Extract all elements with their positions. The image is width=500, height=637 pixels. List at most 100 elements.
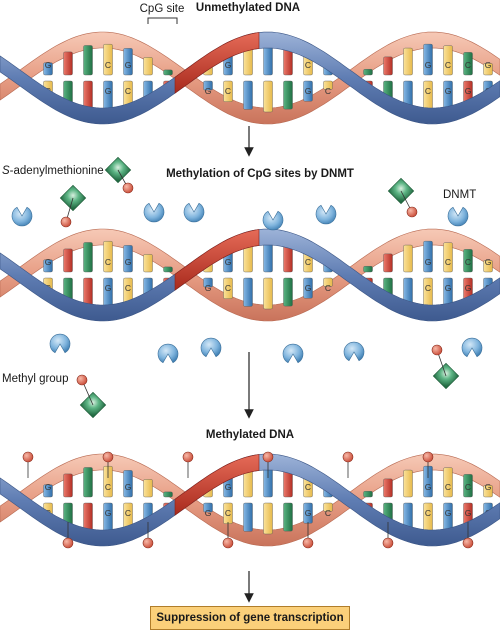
- base-bottom: [203, 502, 213, 513]
- methyl-group-icon: [122, 182, 134, 194]
- base-letter-bottom: G: [105, 508, 112, 518]
- base-bottom: [283, 277, 293, 307]
- panel-title-unmethylated: Unmethylated DNA: [196, 2, 300, 14]
- dna-helix: GCCGGCCGGCCGGCGCCGCGGC: [0, 31, 500, 125]
- base-bottom: [223, 277, 233, 299]
- sam-label: S-adenylmethionine: [2, 165, 104, 177]
- base-bottom: [243, 80, 253, 110]
- base-top: [463, 52, 473, 76]
- methyl-group-icon: [262, 451, 274, 463]
- dna-helix: GCCGGCCGGCCGGCGCCGCGGC: [0, 451, 500, 549]
- base-top: [63, 51, 73, 76]
- base-letter-top: C: [305, 60, 311, 70]
- base-top: [403, 469, 413, 498]
- base-letter-bottom: C: [125, 283, 131, 293]
- base-letter-bottom: C: [225, 508, 231, 518]
- methyl-group-icon: [142, 537, 154, 549]
- base-top: [83, 467, 93, 498]
- dna-helices: G C C G G C C G G C C G G C G C C G C G G C G C C G G C C G G C C G G C G C C G…: [0, 31, 500, 549]
- base-letter-bottom: G: [105, 283, 112, 293]
- base-top: [123, 48, 133, 76]
- base-letter-top: C: [445, 60, 451, 70]
- base-top: [463, 474, 473, 498]
- backbone-strand-blue: [0, 453, 500, 547]
- methyl-group-icon: [342, 451, 354, 463]
- base-letter-top: C: [465, 257, 471, 267]
- base-letter-top: C: [105, 482, 111, 492]
- base-top: [463, 249, 473, 273]
- base-top: [163, 69, 173, 76]
- base-top: [163, 491, 173, 498]
- base-top: [403, 47, 413, 76]
- base-top: [443, 467, 453, 498]
- base-bottom: [323, 502, 333, 512]
- base-letter-top: G: [225, 60, 232, 70]
- base-letter-top: C: [105, 257, 111, 267]
- dnmt-enzyme-icon: [11, 206, 33, 227]
- dnmt-enzyme-icon: [282, 343, 304, 364]
- base-letter-top: C: [445, 482, 451, 492]
- base-letter-top: C: [465, 60, 471, 70]
- base-letter-top: G: [225, 482, 232, 492]
- dnmt-enzyme-icon: [143, 202, 165, 223]
- backbone-strand-red-segment: [174, 32, 260, 94]
- dnmt-enzyme-icon: [200, 337, 222, 358]
- base-letter-bottom: G: [445, 283, 452, 293]
- base-top: [123, 245, 133, 273]
- sam-molecule-icon: [104, 156, 134, 194]
- dnmt-enzyme-icon: [461, 337, 483, 358]
- cpg-site-label: CpG site: [140, 3, 185, 15]
- dnmt-enzyme-icon: [262, 210, 284, 231]
- base-letter-bottom: C: [125, 86, 131, 96]
- base-bottom: [243, 502, 253, 532]
- base-letter-bottom: C: [225, 86, 231, 96]
- base-letter-bottom: C: [125, 508, 131, 518]
- base-letter-bottom: G: [305, 86, 312, 96]
- base-letter-bottom: G: [305, 508, 312, 518]
- base-letter-top: G: [125, 257, 132, 267]
- base-top: [143, 479, 153, 498]
- panel-title-methylation: Methylation of CpG sites by DNMT: [166, 168, 354, 180]
- methyl-group-icon: [222, 537, 234, 549]
- methyl-group-icon: [406, 206, 418, 218]
- base-letter-top: C: [105, 60, 111, 70]
- dna-helix: GCCGGCCGGCCGGCGCCGCGGC: [0, 228, 500, 322]
- base-bottom: [203, 80, 213, 91]
- base-letter-bottom: G: [205, 283, 212, 293]
- sam-molecule-icon: [59, 184, 87, 228]
- result-box: Suppression of gene transcription: [150, 606, 350, 630]
- base-letter-top: G: [485, 482, 492, 492]
- base-top: [403, 244, 413, 273]
- backbone-strand-red-segment: [174, 454, 260, 516]
- base-top: [263, 43, 273, 76]
- sam-molecule-icon: [431, 344, 460, 390]
- base-letter-bottom: G: [465, 283, 472, 293]
- base-top: [443, 45, 453, 76]
- base-top: [383, 478, 393, 498]
- base-top: [63, 473, 73, 498]
- base-letter-top: G: [45, 257, 52, 267]
- base-letter-top: G: [425, 482, 432, 492]
- methyl-group-icon: [182, 451, 194, 463]
- base-letter-top: G: [485, 257, 492, 267]
- backbone-strand-red-segment: [174, 229, 260, 291]
- base-letter-bottom: C: [325, 283, 331, 293]
- dnmt-enzyme-icon: [447, 206, 469, 227]
- base-letter-bottom: G: [105, 86, 112, 96]
- methyl-group-icon: [102, 451, 114, 463]
- molecules-layer: [11, 156, 483, 419]
- methyl-group-icon: [422, 451, 434, 463]
- base-bottom: [283, 502, 293, 532]
- sam-label-prefix: S: [2, 165, 10, 177]
- base-bottom: [263, 80, 273, 113]
- base-top: [83, 242, 93, 273]
- base-top: [443, 242, 453, 273]
- dnmt-enzyme-icon: [315, 204, 337, 225]
- backbone-strand-blue: [0, 31, 500, 125]
- base-top: [483, 485, 493, 498]
- dnmt-enzyme-icon: [343, 341, 365, 362]
- methyl-group-icon: [60, 216, 72, 228]
- base-letter-bottom: G: [445, 508, 452, 518]
- base-letter-bottom: C: [225, 283, 231, 293]
